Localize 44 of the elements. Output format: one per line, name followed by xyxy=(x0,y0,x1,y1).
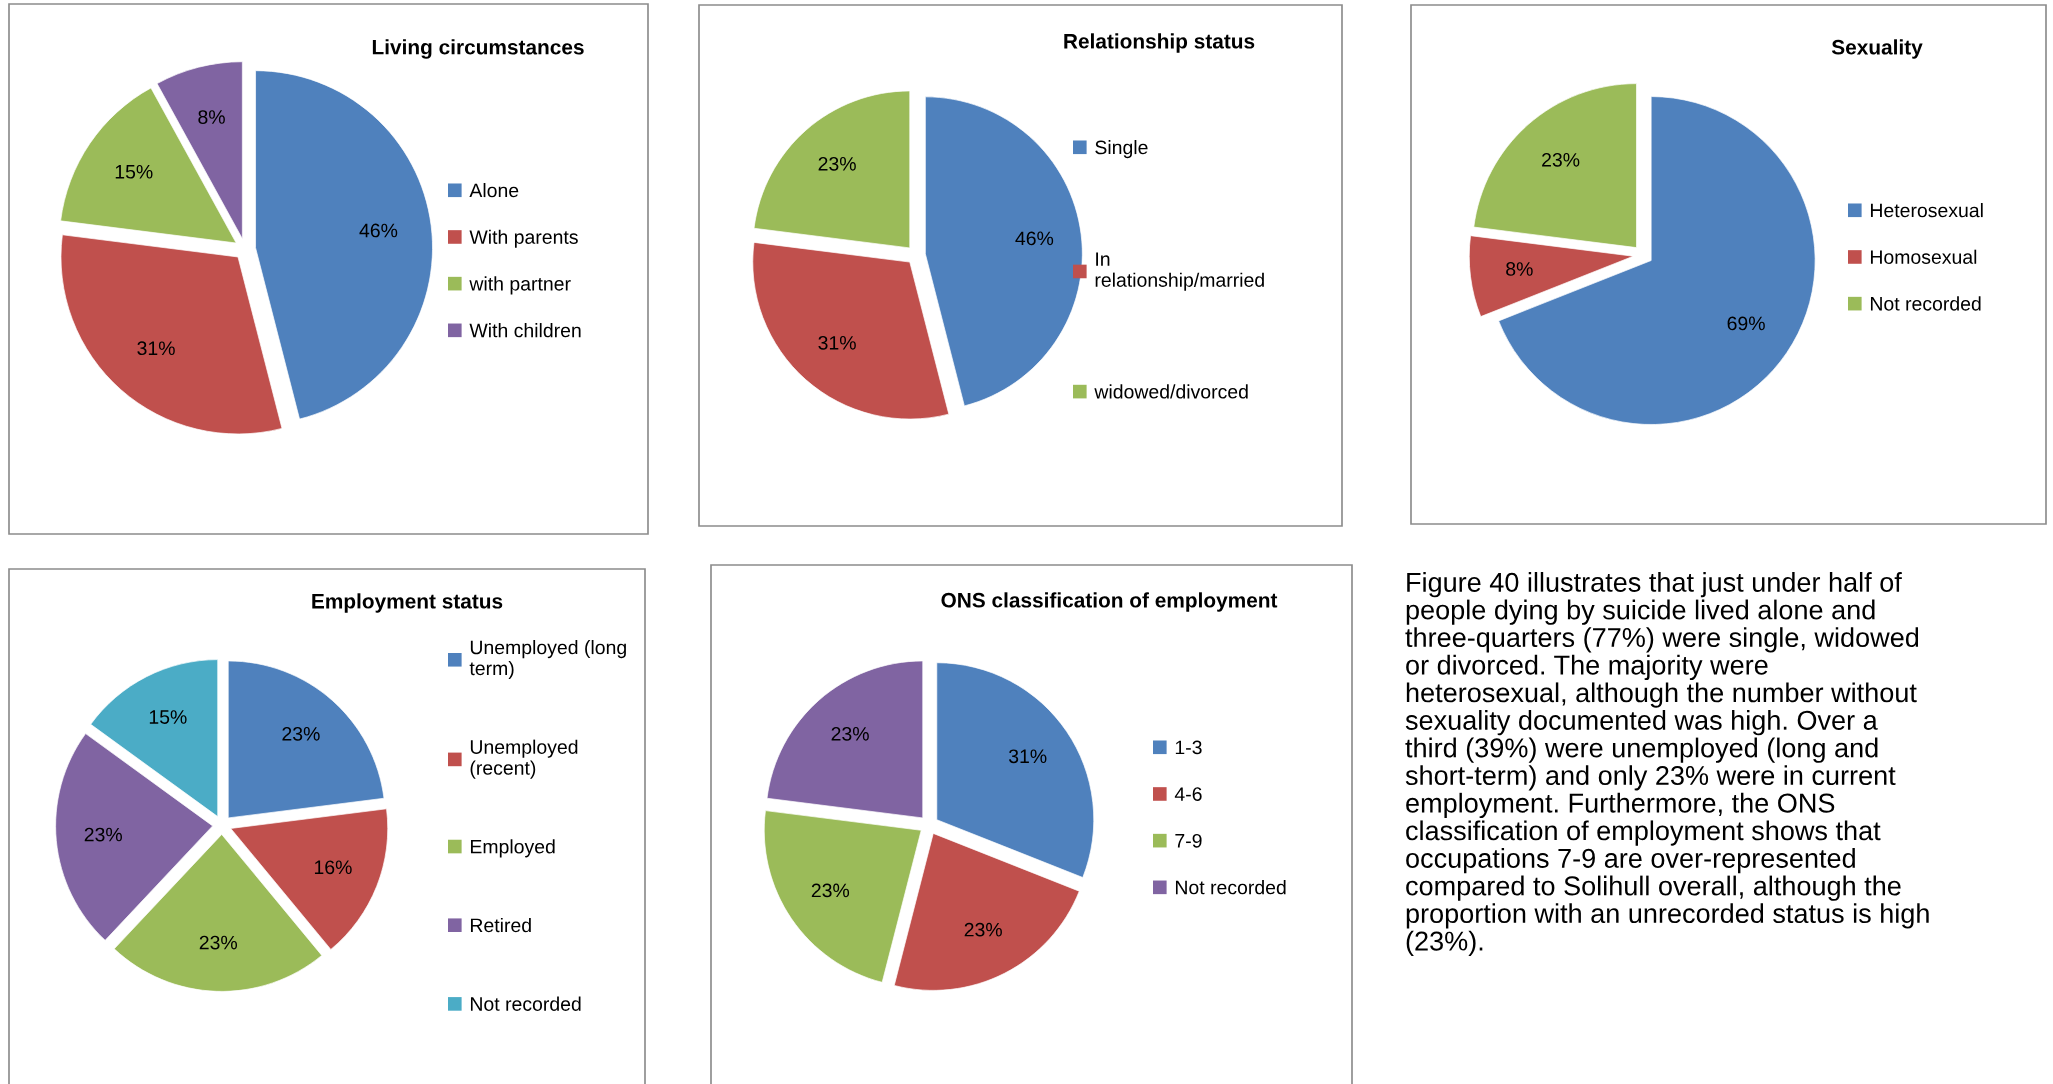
legend-label: Not recorded xyxy=(1870,296,1981,311)
legend-label: Single xyxy=(1095,140,1148,159)
chart-title: Relationship status xyxy=(1064,33,1255,53)
data-label: 8% xyxy=(198,110,225,124)
data-label: 15% xyxy=(149,710,187,724)
legend-label: Heterosexual xyxy=(1870,203,1983,218)
data-label: 23% xyxy=(831,726,869,741)
data-label: 15% xyxy=(115,164,153,179)
legend-label: With children xyxy=(469,323,581,338)
data-label: 23% xyxy=(1542,152,1580,167)
legend-label: widowed/divorced xyxy=(1094,384,1248,399)
data-label: 23% xyxy=(199,935,238,950)
data-label: 69% xyxy=(1727,316,1765,331)
legend-label: 4-6 xyxy=(1174,787,1202,801)
data-label: 46% xyxy=(359,223,398,238)
data-label: 23% xyxy=(282,726,320,741)
data-label: 23% xyxy=(84,827,122,842)
data-label: 31% xyxy=(137,341,175,356)
data-label: 31% xyxy=(818,335,856,350)
data-label: 8% xyxy=(1506,262,1533,276)
text: Figure 40 illustrates that just under half of people dying by suicide lived alone and three-quarters (77%) were single, widowed or divorced. The majority were heterosexual, although the number without sexuality documented was high. Over a third (39%) were unemployed (long and short-term) and only 23% were in current employment. Furthermore, the ONS classification of employment shows that occupations 7-9 are over-represented compared to Solihull overall, although the proportion with an unrecorded status is high (23%). xyxy=(1405,572,1929,957)
data-label: 23% xyxy=(811,883,850,898)
legend-label: Alone xyxy=(469,183,519,198)
legend-label: with partner xyxy=(469,276,571,295)
legend-label: Employed xyxy=(470,839,555,858)
data-label: 46% xyxy=(1015,231,1054,246)
data-label: 23% xyxy=(818,156,856,171)
legend-label: Not recorded xyxy=(470,996,581,1011)
chart-title: ONS classification of employment xyxy=(941,592,1278,612)
data-label: 16% xyxy=(314,860,352,875)
legend-label: Retired xyxy=(470,917,531,933)
legend-label: With parents xyxy=(469,229,578,248)
data-label: 23% xyxy=(964,922,1002,937)
legend-label: In relationship/married xyxy=(1095,252,1264,291)
legend-label: 7-9 xyxy=(1175,833,1202,848)
legend-label: Unemployed (recent) xyxy=(470,739,578,779)
chart-title: Employment status xyxy=(312,593,503,613)
chart-title: Sexuality xyxy=(1831,39,1923,59)
legend-label: Not recorded xyxy=(1175,880,1286,895)
data-label: 31% xyxy=(1008,749,1047,764)
legend-label: 1-3 xyxy=(1175,740,1202,755)
legend-label: Unemployed (long term) xyxy=(469,640,626,680)
legend-label: Homosexual xyxy=(1870,249,1977,264)
chart-title: Living circumstances xyxy=(372,39,584,59)
